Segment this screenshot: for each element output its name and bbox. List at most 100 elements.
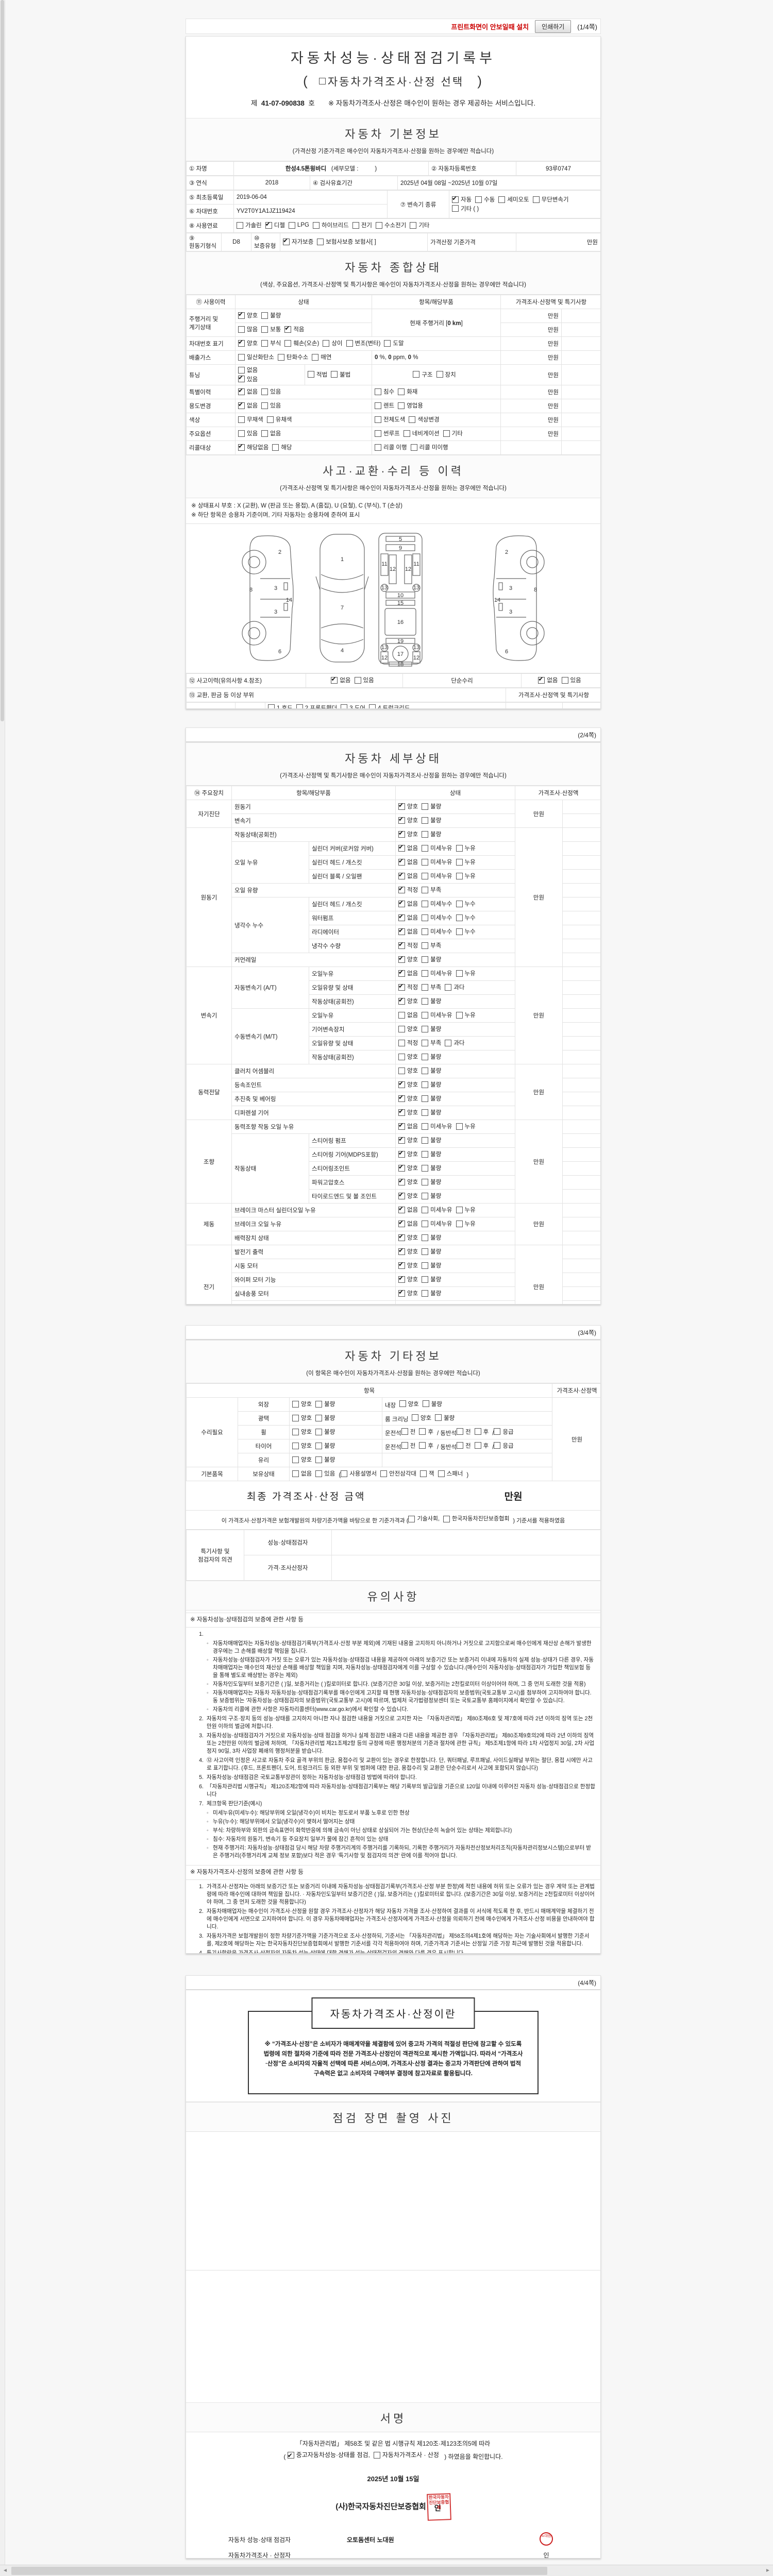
checkbox-option[interactable]: 불량	[315, 1414, 335, 1422]
checkbox-option[interactable]: 불량	[422, 1192, 441, 1200]
unchecked-checkbox-icon[interactable]	[422, 803, 429, 810]
unchecked-checkbox-icon[interactable]	[456, 1011, 463, 1019]
checked-checkbox-icon[interactable]	[398, 1080, 405, 1088]
checked-checkbox-icon[interactable]	[398, 1205, 405, 1213]
checked-checkbox-icon[interactable]	[238, 401, 245, 409]
checkbox-option[interactable]: 누수	[456, 927, 476, 936]
checkbox-option[interactable]: 전	[401, 1442, 415, 1450]
unchecked-checkbox-icon[interactable]	[561, 676, 568, 684]
unchecked-checkbox-icon[interactable]	[419, 1428, 426, 1435]
unchecked-checkbox-icon[interactable]	[323, 340, 330, 347]
unchecked-checkbox-icon[interactable]	[375, 444, 382, 451]
checked-checkbox-icon[interactable]	[398, 1177, 405, 1185]
checkbox-option[interactable]: 보험사보증 보험사[ ]	[317, 238, 376, 246]
unchecked-checkbox-icon[interactable]	[474, 1442, 481, 1449]
unchecked-checkbox-icon[interactable]	[375, 430, 382, 437]
unchecked-checkbox-icon[interactable]	[315, 1428, 323, 1435]
unchecked-checkbox-icon[interactable]	[288, 222, 295, 229]
unchecked-checkbox-icon[interactable]	[331, 371, 338, 378]
checkbox-option[interactable]: 불량	[422, 1136, 441, 1144]
checkbox-option[interactable]: 불량	[422, 1080, 441, 1089]
checked-checkbox-icon[interactable]	[398, 871, 405, 879]
checkbox-option[interactable]: 응급	[494, 1428, 514, 1436]
checked-checkbox-icon[interactable]	[398, 829, 405, 838]
checkbox-option[interactable]: 없음	[398, 899, 418, 908]
unchecked-checkbox-icon[interactable]	[308, 371, 314, 378]
checkbox-option[interactable]: 도말	[384, 339, 404, 347]
checkbox-option[interactable]: 적정	[398, 941, 418, 950]
unchecked-checkbox-icon[interactable]	[341, 1470, 348, 1477]
checkbox-option[interactable]: 불량	[315, 1442, 335, 1450]
unchecked-checkbox-icon[interactable]	[398, 1053, 405, 1060]
checkbox-option[interactable]: 있음	[561, 676, 581, 684]
checked-checkbox-icon[interactable]	[398, 802, 405, 810]
checkbox-option[interactable]: 누유	[456, 1219, 476, 1228]
unchecked-checkbox-icon[interactable]	[411, 1414, 418, 1421]
checkbox-option[interactable]: 없음	[398, 1219, 418, 1228]
unchecked-checkbox-icon[interactable]	[498, 196, 506, 203]
checkbox-option[interactable]: 적음	[284, 325, 305, 333]
unchecked-checkbox-icon[interactable]	[292, 1400, 299, 1408]
checkbox-option[interactable]: 불량	[422, 1303, 441, 1304]
checkbox-option[interactable]: 불량	[422, 1261, 441, 1269]
unchecked-checkbox-icon[interactable]	[398, 1011, 405, 1019]
unchecked-checkbox-icon[interactable]	[422, 1123, 429, 1130]
checkbox-option[interactable]: 불량	[422, 1275, 441, 1283]
checkbox-option[interactable]: 없음	[398, 1122, 418, 1130]
unchecked-checkbox-icon[interactable]	[422, 1192, 429, 1199]
checkbox-option[interactable]: 있음	[315, 1469, 335, 1478]
checkbox-option[interactable]: 미세누수	[422, 913, 452, 922]
checkbox-option[interactable]: 변조(변타)	[346, 339, 380, 347]
checked-checkbox-icon[interactable]	[398, 1247, 405, 1255]
checkbox-option[interactable]: 불량	[422, 1053, 441, 1061]
unchecked-checkbox-icon[interactable]	[422, 858, 429, 866]
unchecked-checkbox-icon[interactable]	[456, 858, 463, 866]
checkbox-option[interactable]: 전	[457, 1428, 471, 1436]
print-install-hint-link[interactable]: 프린트화면이 안보일때 설치	[451, 23, 529, 31]
checkbox-option[interactable]: 누유	[456, 1122, 476, 1130]
checkbox-option[interactable]: 불량	[435, 1414, 455, 1422]
checkbox-option[interactable]: 양호	[292, 1400, 312, 1408]
unchecked-checkbox-icon[interactable]	[422, 1081, 429, 1088]
unchecked-checkbox-icon[interactable]	[445, 984, 452, 991]
checkbox-option[interactable]: 양호	[398, 1275, 418, 1283]
checkbox-option[interactable]: 불량	[261, 311, 281, 319]
unchecked-checkbox-icon[interactable]	[398, 388, 405, 395]
checkbox-option[interactable]: 가솔린	[237, 221, 262, 229]
checkbox-option[interactable]: 화재	[398, 387, 417, 396]
checkbox-option[interactable]: 없음	[292, 1469, 312, 1478]
checkbox-option[interactable]: 양호	[399, 1400, 419, 1408]
checkbox-option[interactable]: 양호	[398, 1080, 418, 1089]
unchecked-checkbox-icon[interactable]	[422, 1206, 429, 1213]
unchecked-checkbox-icon[interactable]	[315, 1400, 323, 1408]
checkbox-option[interactable]: 불량	[422, 1178, 441, 1186]
checkbox-option[interactable]: 미세누유	[422, 858, 452, 866]
checkbox-option[interactable]: 기술사회,	[408, 1515, 440, 1523]
checked-checkbox-icon[interactable]	[398, 1233, 405, 1241]
unchecked-checkbox-icon[interactable]	[373, 2451, 380, 2459]
checkbox-option[interactable]: 훼손(오손)	[284, 339, 319, 347]
checkbox-option[interactable]: 미세누유	[422, 844, 452, 852]
checkbox-option[interactable]: 미세누유	[422, 1122, 452, 1130]
checkbox-option[interactable]: 없음	[238, 387, 258, 396]
opinion-value[interactable]	[331, 1555, 600, 1581]
unchecked-checkbox-icon[interactable]	[456, 844, 463, 852]
checkbox-option[interactable]: 리콜 이행	[375, 443, 407, 451]
checkbox-option[interactable]: 없음	[398, 913, 418, 922]
checkbox-option[interactable]: LPG	[288, 222, 309, 229]
checkbox-option[interactable]: 적정	[398, 982, 418, 991]
checkbox-option[interactable]: 미세누수	[422, 927, 452, 936]
checkbox-option[interactable]: 영업용	[398, 401, 423, 410]
unchecked-checkbox-icon[interactable]	[422, 928, 429, 935]
unchecked-checkbox-icon[interactable]	[443, 430, 450, 437]
checkbox-option[interactable]: 4.트렁크리드	[369, 704, 410, 708]
checked-checkbox-icon[interactable]	[398, 927, 405, 935]
checkbox-option[interactable]: 무채색	[238, 415, 263, 423]
checked-checkbox-icon[interactable]	[284, 325, 292, 333]
checkbox-option[interactable]: 부식	[261, 339, 281, 347]
unchecked-checkbox-icon[interactable]	[398, 402, 405, 409]
unchecked-checkbox-icon[interactable]	[238, 416, 245, 423]
checked-checkbox-icon[interactable]	[398, 955, 405, 963]
checkbox-option[interactable]: 불량	[315, 1400, 335, 1408]
unchecked-checkbox-icon[interactable]	[268, 704, 275, 708]
